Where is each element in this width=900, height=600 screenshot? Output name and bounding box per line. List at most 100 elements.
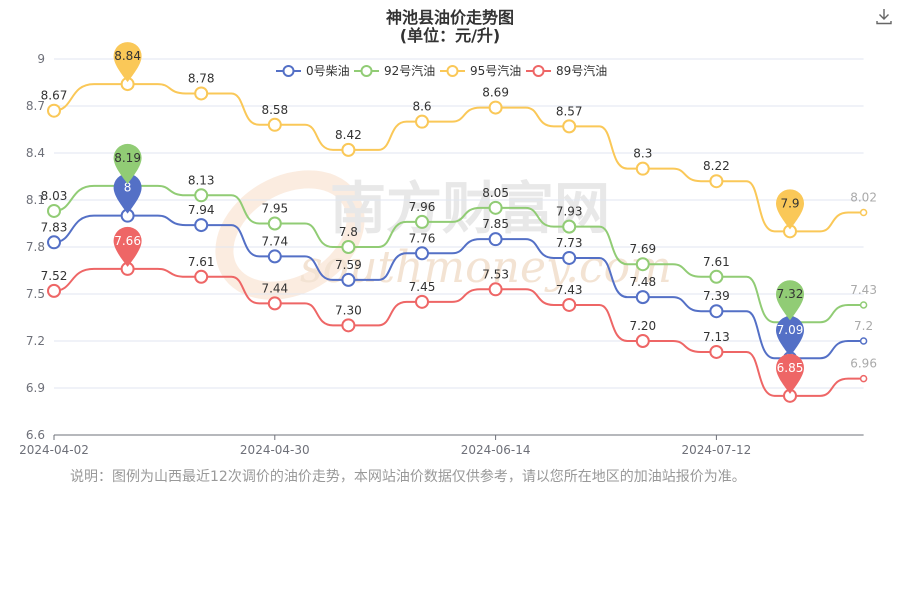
- pin-marker: [113, 226, 142, 267]
- x-tick-label: 2024-07-12: [682, 443, 752, 457]
- data-label: 7.43: [556, 283, 583, 297]
- data-point[interactable]: [859, 208, 868, 217]
- data-label: 7.39: [703, 289, 730, 303]
- pin-label: 7.66: [114, 234, 141, 248]
- download-icon[interactable]: [874, 6, 894, 26]
- data-label: 7.20: [629, 319, 656, 333]
- data-label: 7.74: [261, 234, 288, 248]
- data-point[interactable]: [47, 203, 61, 218]
- data-point[interactable]: [635, 290, 650, 305]
- data-point[interactable]: [562, 297, 577, 312]
- y-tick-label: 8.7: [26, 99, 45, 113]
- data-point[interactable]: [341, 240, 356, 254]
- data-label: 8.02: [850, 191, 877, 205]
- data-label: 7.93: [556, 205, 583, 219]
- data-point[interactable]: [47, 103, 61, 118]
- data-point[interactable]: [267, 117, 282, 132]
- legend-item[interactable]: 95号汽油: [440, 63, 521, 78]
- data-labels: 7.83 7.94 7.74 7.59 7.76 7.85 7.73 7.48 7.39 7.2 8…: [41, 71, 877, 370]
- data-label: 8.42: [335, 128, 362, 142]
- y-tick-label: 8.1: [26, 193, 45, 207]
- pin-marker: [776, 280, 804, 321]
- data-point[interactable]: [709, 344, 724, 359]
- legend-item[interactable]: 0号柴油: [276, 64, 350, 78]
- data-point[interactable]: [635, 334, 650, 348]
- pin-label: 8.19: [114, 151, 141, 165]
- legend-item[interactable]: 92号汽油: [354, 63, 435, 78]
- data-label: 8.22: [703, 159, 730, 173]
- data-point[interactable]: [194, 269, 209, 284]
- legend[interactable]: 0号柴油 92号汽油 95号汽油 89号汽油: [276, 63, 607, 78]
- data-label: 8.6: [412, 100, 431, 114]
- data-point[interactable]: [488, 282, 503, 297]
- data-point[interactable]: [859, 301, 868, 309]
- x-tick-label: 2024-06-14: [461, 443, 531, 457]
- data-label: 7.59: [335, 258, 362, 272]
- data-point[interactable]: [859, 337, 868, 345]
- data-point[interactable]: [562, 250, 577, 265]
- data-point[interactable]: [488, 100, 503, 115]
- x-tick-label: 2024-04-02: [19, 443, 89, 457]
- data-point[interactable]: [194, 188, 209, 203]
- data-label: 7.52: [41, 269, 68, 283]
- data-point[interactable]: [267, 296, 282, 311]
- data-label: 7.85: [482, 217, 509, 231]
- data-point[interactable]: [562, 219, 577, 234]
- pin-label: 6.85: [777, 361, 804, 375]
- series-line-gasoline-92: [53, 184, 864, 324]
- data-label: 8.69: [482, 86, 509, 100]
- x-tick-label: 2024-04-30: [240, 443, 310, 457]
- pin-marker: [113, 143, 142, 184]
- series-line-diesel-0: [53, 214, 864, 360]
- data-point[interactable]: [341, 142, 356, 157]
- data-label: 7.8: [339, 225, 358, 239]
- data-point[interactable]: [415, 114, 429, 129]
- data-point[interactable]: [267, 249, 282, 264]
- data-point[interactable]: [635, 161, 650, 176]
- chart-subtitle: (单位：元/升): [399, 26, 501, 45]
- data-point[interactable]: [341, 272, 356, 287]
- data-label: 7.45: [409, 280, 436, 294]
- data-label: 7.83: [41, 220, 68, 234]
- data-label: 7.96: [409, 200, 436, 214]
- legend-marker: [532, 65, 545, 77]
- pin-label: 8: [124, 181, 132, 195]
- data-point[interactable]: [488, 232, 503, 247]
- data-label: 6.96: [850, 357, 877, 371]
- data-label: 8.58: [261, 103, 288, 117]
- data-point[interactable]: [194, 218, 209, 233]
- data-point[interactable]: [635, 257, 650, 272]
- data-label: 7.44: [261, 281, 288, 295]
- legend-label: 0号柴油: [306, 64, 350, 78]
- data-label: 7.43: [850, 283, 877, 297]
- data-point[interactable]: [341, 318, 356, 333]
- series-line-gasoline-95: [53, 83, 864, 233]
- legend-marker: [360, 65, 373, 77]
- data-point[interactable]: [415, 246, 429, 261]
- footnote: 说明：图例为山西最近12次调价的油价走势，本网站油价数据仅供参考，请以您所在地区…: [70, 469, 746, 485]
- data-label: 8.03: [41, 189, 68, 203]
- data-point[interactable]: [47, 235, 61, 250]
- data-point[interactable]: [47, 283, 61, 298]
- legend-item[interactable]: 89号汽油: [526, 63, 607, 78]
- data-point[interactable]: [415, 294, 429, 309]
- data-point[interactable]: [709, 304, 724, 319]
- pin-marker: [776, 316, 804, 357]
- data-label: 7.76: [409, 231, 436, 245]
- data-point[interactable]: [267, 216, 282, 231]
- data-point[interactable]: [562, 119, 577, 134]
- y-tick-label: 6.9: [26, 381, 45, 395]
- data-label: 8.05: [482, 186, 509, 200]
- legend-label: 92号汽油: [384, 63, 435, 78]
- pin-marker: [776, 189, 804, 230]
- data-point[interactable]: [859, 374, 868, 383]
- legend-label: 95号汽油: [470, 63, 521, 78]
- data-point[interactable]: [194, 86, 209, 101]
- data-point[interactable]: [415, 214, 429, 229]
- y-tick-label: 6.6: [26, 428, 45, 442]
- data-point[interactable]: [709, 174, 724, 189]
- data-point[interactable]: [488, 200, 503, 215]
- data-point[interactable]: [709, 269, 724, 284]
- pin-marker: [113, 42, 142, 83]
